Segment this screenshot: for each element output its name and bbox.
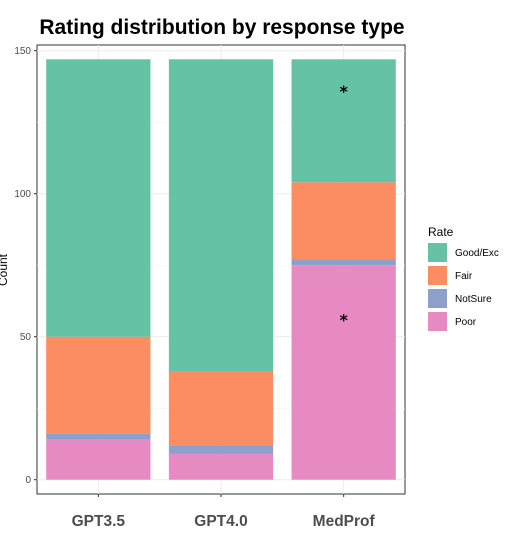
- legend-swatch: [428, 289, 447, 308]
- bar-medprof-notsure: [291, 259, 396, 266]
- y-tick-label: 150: [14, 46, 31, 57]
- x-tick-label: MedProf: [313, 513, 376, 530]
- legend-swatch: [428, 243, 447, 262]
- legend-label: NotSure: [455, 294, 492, 305]
- bar-gpt35-notsure: [46, 433, 151, 440]
- legend-label: Poor: [455, 317, 477, 328]
- bar-medprof-good-exc: [291, 59, 396, 183]
- bar-gpt35-good-exc: [46, 59, 151, 337]
- legend: Rate Good/Exc Fair NotSure Poor: [428, 225, 499, 331]
- legend-label: Good/Exc: [455, 248, 499, 259]
- bar-gpt35-poor: [46, 439, 151, 480]
- y-tick-label: 50: [20, 332, 32, 343]
- y-tick-label: 100: [14, 189, 31, 200]
- bars: [46, 59, 396, 480]
- bar-gpt40-fair: [168, 371, 274, 446]
- chart-title: Rating distribution by response type: [39, 16, 404, 39]
- y-axis-label: Count: [0, 253, 10, 286]
- bar-gpt40-poor: [168, 453, 274, 480]
- legend-label: Fair: [455, 271, 473, 282]
- bar-gpt40-good-exc: [168, 59, 274, 372]
- x-axis-ticks: GPT3.5 GPT4.0 MedProf: [72, 494, 376, 530]
- bar-gpt35-fair: [46, 336, 151, 434]
- bar-medprof-fair: [291, 182, 396, 260]
- significance-asterisk: *: [339, 311, 348, 330]
- significance-asterisk: *: [339, 82, 348, 101]
- x-tick-label: GPT4.0: [194, 513, 247, 530]
- y-axis-ticks: 0 50 100 150: [14, 46, 37, 486]
- legend-swatch: [428, 266, 447, 285]
- legend-title: Rate: [428, 225, 454, 239]
- bar-medprof-poor: [291, 265, 396, 480]
- annotations: **: [339, 82, 348, 330]
- y-tick-label: 0: [25, 475, 31, 486]
- legend-swatch: [428, 312, 447, 331]
- bar-gpt40-notsure: [168, 445, 274, 454]
- x-tick-label: GPT3.5: [72, 513, 126, 530]
